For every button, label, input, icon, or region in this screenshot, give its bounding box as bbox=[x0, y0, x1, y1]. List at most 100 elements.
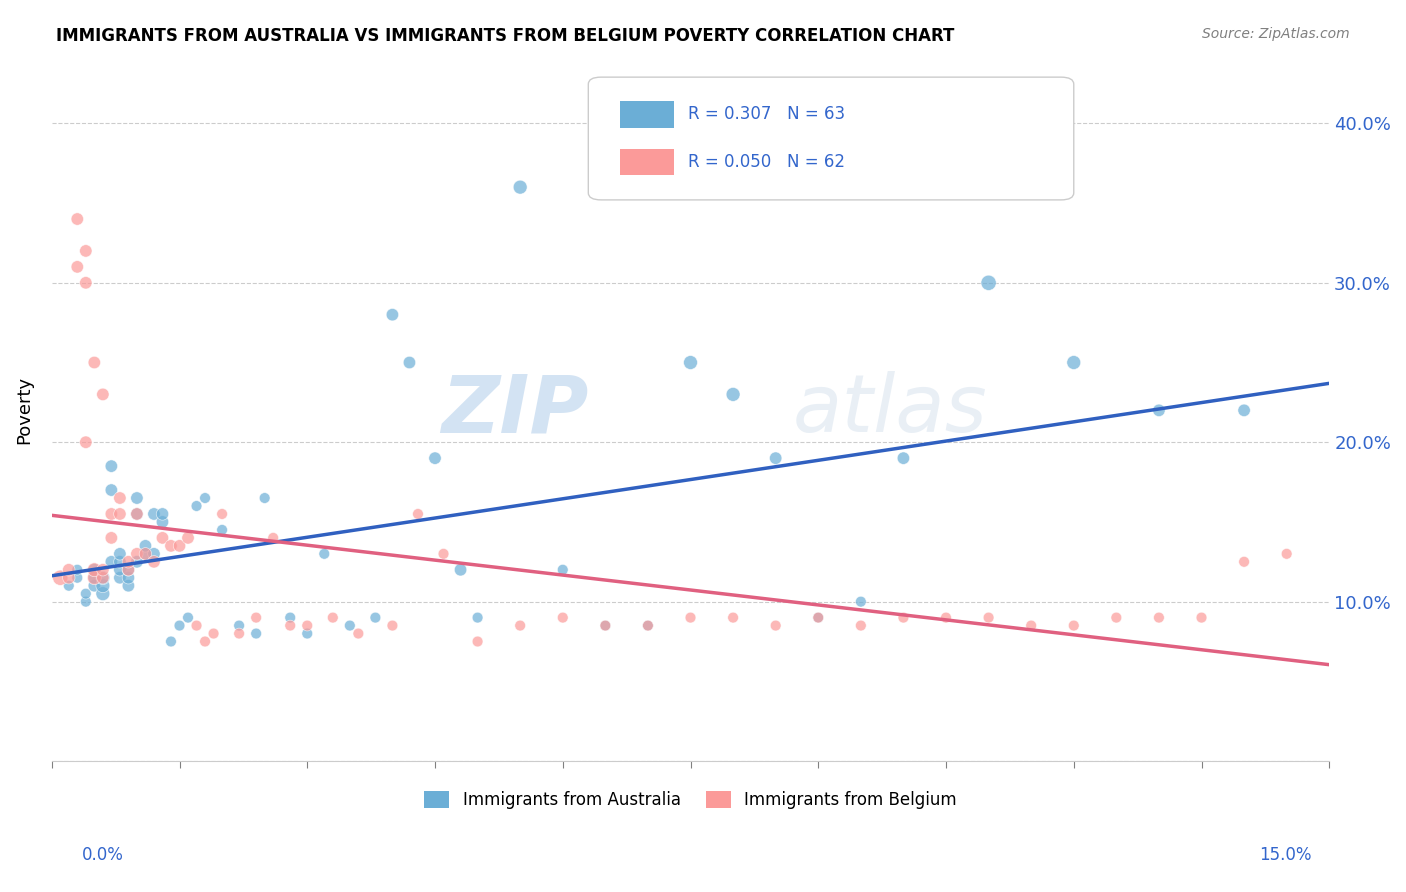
Point bbox=[278, 618, 301, 632]
Point bbox=[977, 610, 1000, 624]
Point bbox=[211, 523, 233, 537]
Point bbox=[1063, 618, 1085, 632]
Point bbox=[211, 507, 233, 521]
Point bbox=[398, 355, 420, 369]
Point bbox=[152, 507, 174, 521]
Point bbox=[108, 491, 131, 505]
Point bbox=[1191, 610, 1213, 624]
Point bbox=[1063, 355, 1085, 369]
Point bbox=[91, 571, 114, 585]
Point bbox=[125, 555, 148, 569]
Point bbox=[721, 610, 744, 624]
Point bbox=[91, 579, 114, 593]
Point bbox=[152, 531, 174, 545]
Point bbox=[100, 555, 122, 569]
Point bbox=[194, 491, 217, 505]
Point bbox=[142, 555, 165, 569]
Point bbox=[1233, 403, 1256, 417]
Point bbox=[58, 563, 80, 577]
Point bbox=[679, 355, 702, 369]
Point bbox=[364, 610, 387, 624]
Point bbox=[322, 610, 344, 624]
Point bbox=[142, 507, 165, 521]
Point bbox=[125, 547, 148, 561]
Point bbox=[134, 547, 156, 561]
Point bbox=[893, 451, 915, 466]
Point bbox=[467, 610, 489, 624]
Point bbox=[509, 180, 531, 194]
Point bbox=[721, 387, 744, 401]
Point bbox=[245, 626, 267, 640]
Point bbox=[849, 618, 872, 632]
Point bbox=[202, 626, 225, 640]
Point bbox=[100, 483, 122, 497]
Point bbox=[1275, 547, 1298, 561]
Point bbox=[108, 571, 131, 585]
Point bbox=[807, 610, 830, 624]
Point bbox=[935, 610, 957, 624]
Point bbox=[125, 491, 148, 505]
Text: ZIP: ZIP bbox=[441, 371, 588, 450]
Point bbox=[117, 563, 139, 577]
Point bbox=[160, 539, 183, 553]
Point bbox=[977, 276, 1000, 290]
Point bbox=[432, 547, 454, 561]
Point bbox=[83, 571, 105, 585]
Point bbox=[75, 244, 97, 258]
Point bbox=[49, 571, 72, 585]
Point bbox=[253, 491, 276, 505]
Point bbox=[75, 587, 97, 601]
Point bbox=[893, 610, 915, 624]
Point bbox=[1147, 403, 1170, 417]
Point bbox=[169, 539, 191, 553]
Point bbox=[228, 626, 250, 640]
Point bbox=[100, 531, 122, 545]
Point bbox=[66, 260, 89, 274]
Point bbox=[450, 563, 472, 577]
Text: R = 0.307   N = 63: R = 0.307 N = 63 bbox=[688, 105, 845, 123]
Point bbox=[381, 618, 404, 632]
Point bbox=[91, 571, 114, 585]
Point bbox=[262, 531, 284, 545]
Point bbox=[186, 499, 208, 513]
Point bbox=[169, 618, 191, 632]
Point bbox=[347, 626, 370, 640]
Point bbox=[152, 515, 174, 529]
Point bbox=[551, 563, 574, 577]
Point bbox=[117, 563, 139, 577]
Point bbox=[108, 563, 131, 577]
Point bbox=[381, 308, 404, 322]
FancyBboxPatch shape bbox=[620, 101, 673, 128]
Point bbox=[245, 610, 267, 624]
Point bbox=[1147, 610, 1170, 624]
Point bbox=[125, 507, 148, 521]
Point bbox=[297, 626, 319, 640]
Point bbox=[160, 634, 183, 648]
Point bbox=[765, 618, 787, 632]
Point bbox=[509, 618, 531, 632]
Point bbox=[91, 563, 114, 577]
Point bbox=[83, 571, 105, 585]
Point bbox=[849, 594, 872, 608]
Point bbox=[637, 618, 659, 632]
Point bbox=[66, 212, 89, 227]
Point bbox=[108, 555, 131, 569]
Point bbox=[637, 618, 659, 632]
Point bbox=[339, 618, 361, 632]
Y-axis label: Poverty: Poverty bbox=[15, 376, 32, 444]
Point bbox=[297, 618, 319, 632]
Point bbox=[177, 610, 200, 624]
Point bbox=[91, 587, 114, 601]
Point bbox=[228, 618, 250, 632]
FancyBboxPatch shape bbox=[588, 77, 1074, 200]
Point bbox=[108, 547, 131, 561]
Point bbox=[100, 459, 122, 474]
Point bbox=[1105, 610, 1128, 624]
Text: atlas: atlas bbox=[793, 371, 987, 450]
Point bbox=[66, 563, 89, 577]
Point bbox=[83, 563, 105, 577]
Point bbox=[314, 547, 336, 561]
Text: 15.0%: 15.0% bbox=[1260, 846, 1312, 863]
Text: R = 0.050   N = 62: R = 0.050 N = 62 bbox=[688, 153, 845, 171]
Point bbox=[595, 618, 617, 632]
